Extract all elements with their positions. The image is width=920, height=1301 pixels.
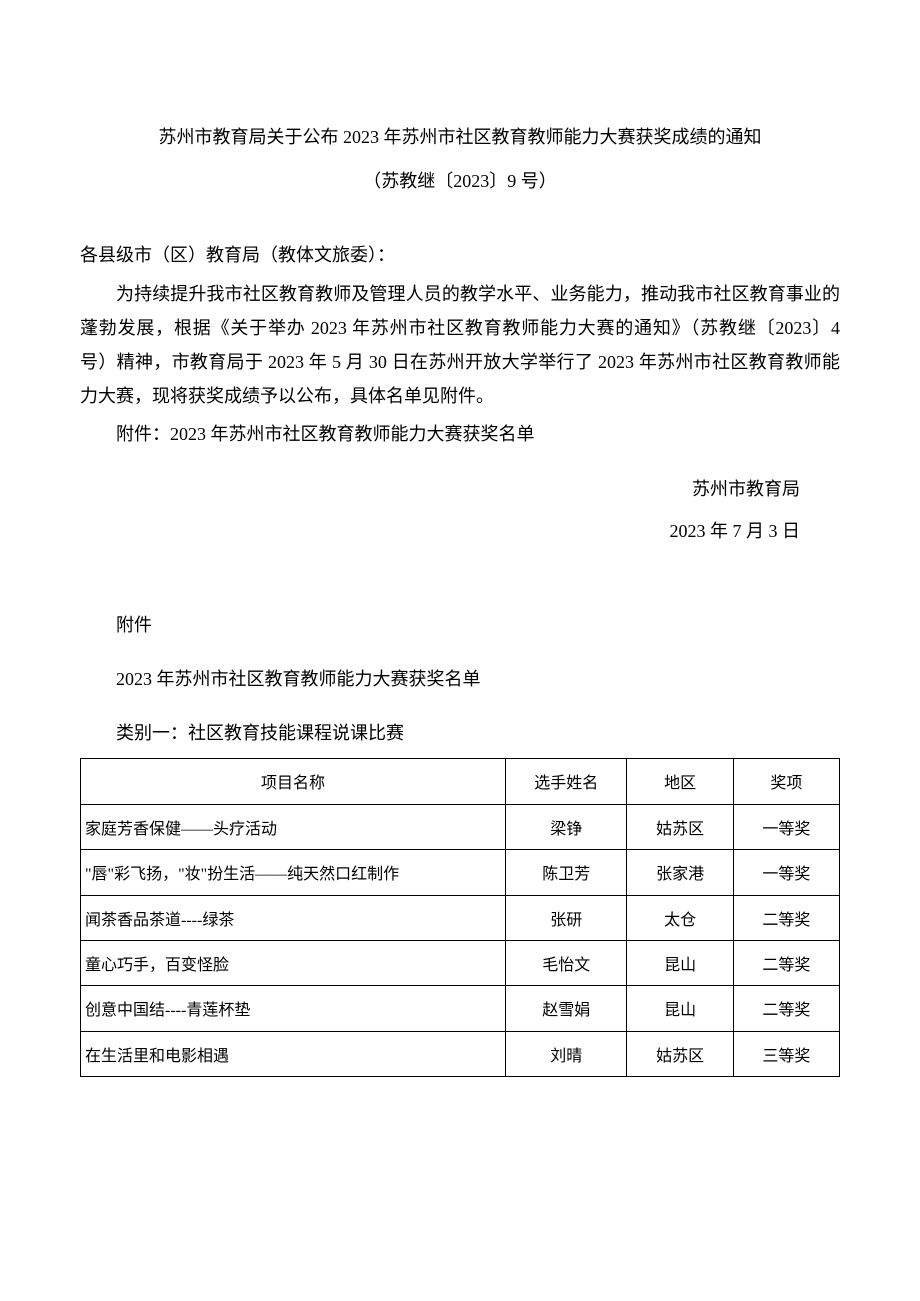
cell-project: 家庭芳香保健——头疗活动 bbox=[81, 804, 506, 849]
cell-name: 毛怡文 bbox=[506, 941, 627, 986]
category-title: 类别一：社区教育技能课程说课比赛 bbox=[80, 716, 840, 750]
awards-table: 项目名称 选手姓名 地区 奖项 家庭芳香保健——头疗活动梁铮姑苏区一等奖"唇"彩… bbox=[80, 758, 840, 1077]
cell-name: 张研 bbox=[506, 895, 627, 940]
paragraph-1: 为持续提升我市社区教育教师及管理人员的教学水平、业务能力，推动我市社区教育事业的… bbox=[80, 277, 840, 414]
col-award: 奖项 bbox=[733, 759, 839, 804]
cell-region: 姑苏区 bbox=[627, 804, 733, 849]
table-header-row: 项目名称 选手姓名 地区 奖项 bbox=[81, 759, 840, 804]
col-project: 项目名称 bbox=[81, 759, 506, 804]
table-row: 家庭芳香保健——头疗活动梁铮姑苏区一等奖 bbox=[81, 804, 840, 849]
cell-project: "唇"彩飞扬，"妆"扮生活——纯天然口红制作 bbox=[81, 850, 506, 895]
cell-award: 二等奖 bbox=[733, 986, 839, 1031]
cell-project: 童心巧手，百变怪脸 bbox=[81, 941, 506, 986]
document-body: 各县级市（区）教育局（教体文旅委）： 为持续提升我市社区教育教师及管理人员的教学… bbox=[80, 238, 840, 451]
attachment-title: 2023 年苏州市社区教育教师能力大赛获奖名单 bbox=[80, 662, 840, 696]
col-region: 地区 bbox=[627, 759, 733, 804]
attachment-label: 附件 bbox=[80, 608, 840, 642]
attachment-reference-line: 附件：2023 年苏州市社区教育教师能力大赛获奖名单 bbox=[80, 417, 840, 451]
cell-award: 一等奖 bbox=[733, 850, 839, 895]
cell-award: 二等奖 bbox=[733, 941, 839, 986]
cell-name: 梁铮 bbox=[506, 804, 627, 849]
col-name: 选手姓名 bbox=[506, 759, 627, 804]
cell-project: 创意中国结----青莲杯垫 bbox=[81, 986, 506, 1031]
cell-region: 太仓 bbox=[627, 895, 733, 940]
document-number: （苏教继〔2023〕9 号） bbox=[80, 164, 840, 198]
salutation: 各县级市（区）教育局（教体文旅委）： bbox=[80, 238, 840, 272]
cell-region: 姑苏区 bbox=[627, 1031, 733, 1076]
signature-date: 2023 年 7 月 3 日 bbox=[80, 514, 840, 548]
cell-name: 陈卫芳 bbox=[506, 850, 627, 895]
cell-project: 闻茶香品茶道----绿茶 bbox=[81, 895, 506, 940]
table-row: 童心巧手，百变怪脸毛怡文昆山二等奖 bbox=[81, 941, 840, 986]
table-row: 闻茶香品茶道----绿茶张研太仓二等奖 bbox=[81, 895, 840, 940]
cell-name: 刘晴 bbox=[506, 1031, 627, 1076]
cell-name: 赵雪娟 bbox=[506, 986, 627, 1031]
cell-region: 昆山 bbox=[627, 986, 733, 1031]
cell-project: 在生活里和电影相遇 bbox=[81, 1031, 506, 1076]
cell-region: 昆山 bbox=[627, 941, 733, 986]
signature-block: 苏州市教育局 2023 年 7 月 3 日 bbox=[80, 472, 840, 548]
table-row: "唇"彩飞扬，"妆"扮生活——纯天然口红制作陈卫芳张家港一等奖 bbox=[81, 850, 840, 895]
cell-region: 张家港 bbox=[627, 850, 733, 895]
cell-award: 一等奖 bbox=[733, 804, 839, 849]
signature-org: 苏州市教育局 bbox=[80, 472, 840, 506]
document-title: 苏州市教育局关于公布 2023 年苏州市社区教育教师能力大赛获奖成绩的通知 bbox=[80, 120, 840, 154]
cell-award: 三等奖 bbox=[733, 1031, 839, 1076]
cell-award: 二等奖 bbox=[733, 895, 839, 940]
table-row: 在生活里和电影相遇刘晴姑苏区三等奖 bbox=[81, 1031, 840, 1076]
table-row: 创意中国结----青莲杯垫赵雪娟昆山二等奖 bbox=[81, 986, 840, 1031]
